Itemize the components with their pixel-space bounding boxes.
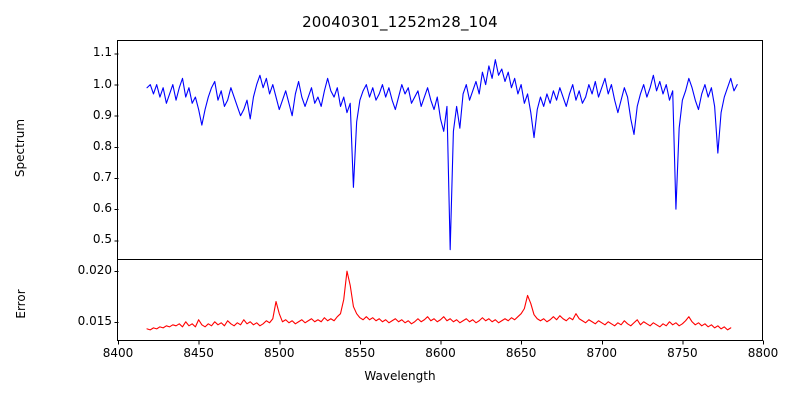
x-tick-label: 8450 bbox=[183, 346, 214, 360]
y-tick-label-top: 1.1 bbox=[92, 45, 112, 60]
y-tick-label-bottom: 0.015 bbox=[77, 313, 112, 328]
error-data-line bbox=[146, 270, 732, 331]
figure-title: 20040301_1252m28_104 bbox=[302, 13, 498, 31]
error-panel-frame bbox=[117, 259, 763, 341]
x-tick-label: 8700 bbox=[586, 346, 618, 360]
x-tick-label: 8600 bbox=[425, 346, 456, 360]
x-tick-label: 8550 bbox=[344, 346, 376, 360]
y-tick-label-top: 0.9 bbox=[92, 107, 112, 122]
y-tick-label-top: 0.5 bbox=[92, 232, 112, 247]
x-tick-label: 8750 bbox=[667, 346, 698, 360]
y-tick-label-top: 0.7 bbox=[92, 170, 112, 185]
axis-ticks bbox=[114, 53, 764, 345]
x-tick-label: 8650 bbox=[505, 346, 537, 360]
y-tick-label-top: 0.6 bbox=[92, 201, 112, 216]
y-tick-label-top: 0.8 bbox=[92, 138, 112, 153]
x-axis-label: Wavelength bbox=[364, 369, 436, 383]
x-tick-label: 8800 bbox=[747, 346, 779, 360]
spectrum-data-line bbox=[146, 59, 738, 251]
y-tick-label-top: 1.0 bbox=[92, 76, 112, 91]
y-tick-label-bottom: 0.020 bbox=[77, 263, 112, 278]
x-tick-label: 8400 bbox=[102, 346, 134, 360]
x-tick-label: 8500 bbox=[263, 346, 295, 360]
spectrum-panel-frame bbox=[117, 40, 763, 260]
